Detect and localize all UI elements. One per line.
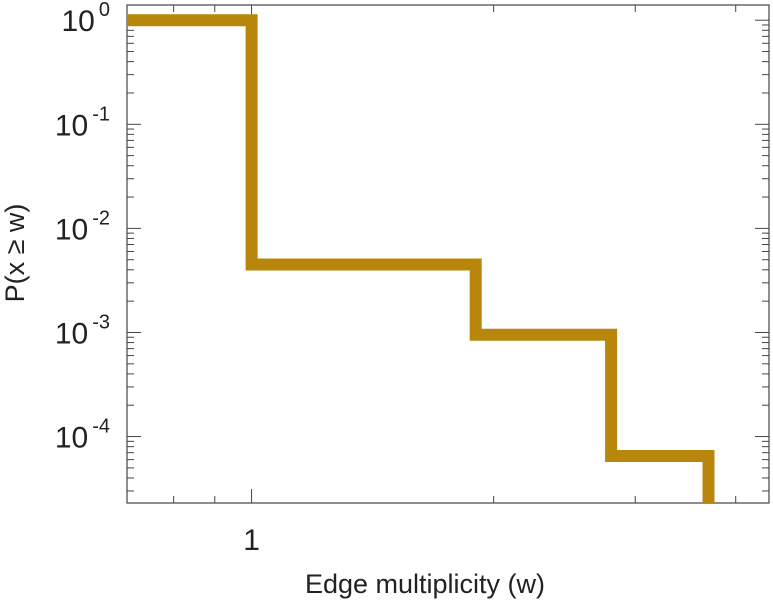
x-tick-label: 1 bbox=[243, 524, 260, 557]
series-line-0 bbox=[127, 14, 715, 503]
minor-ticks bbox=[126, 5, 769, 503]
y-tick-label: 10 -4 bbox=[55, 416, 110, 455]
plot-area bbox=[126, 4, 770, 504]
plot-frame bbox=[126, 4, 770, 504]
x-tick-labels: 1 bbox=[243, 524, 260, 557]
y-tick-label: 10 -2 bbox=[55, 207, 110, 246]
y-tick-label: 10 -1 bbox=[55, 103, 110, 142]
y-axis-label: P(x ≥ w) bbox=[0, 204, 30, 303]
x-axis-label: Edge multiplicity (w) bbox=[305, 569, 545, 599]
y-tick-label: 10 0 bbox=[62, 0, 111, 38]
major-ticks bbox=[127, 5, 769, 503]
y-tick-label: 10 -3 bbox=[55, 311, 110, 350]
series-layer bbox=[127, 14, 715, 503]
